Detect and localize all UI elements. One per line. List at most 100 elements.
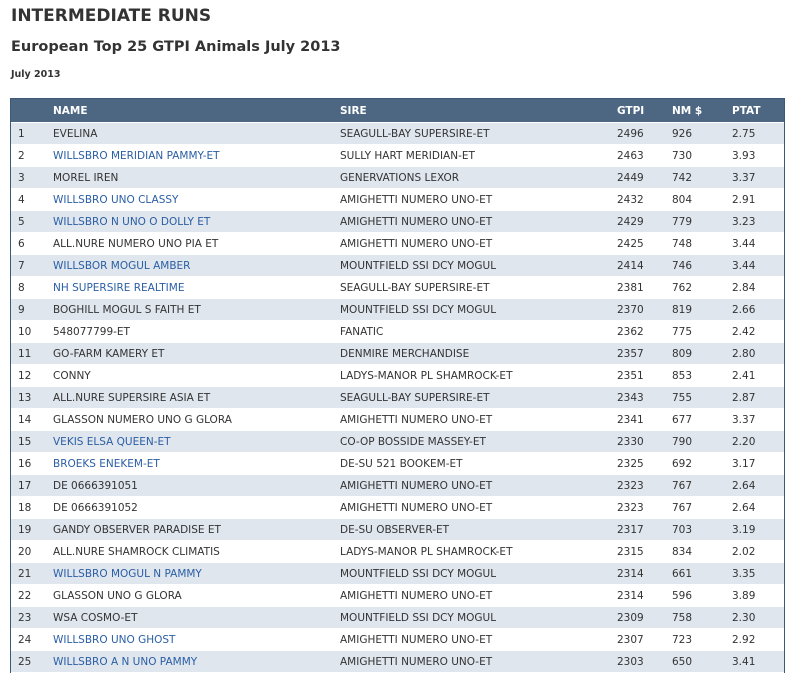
table-cell: 3.37 [732, 408, 784, 431]
table-cell: 762 [672, 276, 732, 299]
table-cell: 2307 [617, 628, 672, 651]
table-cell: GLASSON UNO G GLORA [53, 584, 340, 607]
animal-link[interactable]: VEKIS ELSA QUEEN-ET [53, 430, 340, 453]
table-cell: 16 [11, 452, 53, 475]
table-cell: 809 [672, 342, 732, 365]
table-cell: 3.41 [732, 650, 784, 673]
table-cell: 8 [11, 276, 53, 299]
table-row: 25 WILLSBRO A N UNO PAMMY AMIGHETTI NUMERO… [11, 650, 784, 673]
table-cell: DE-SU 521 BOOKEM-ET [340, 452, 617, 475]
table-cell: GENERVATIONS LEXOR [340, 166, 617, 189]
table-cell: 11 [11, 342, 53, 365]
animal-link[interactable]: WILLSBOR MOGUL AMBER [53, 254, 340, 277]
table-cell: 2381 [617, 276, 672, 299]
table-cell: 2.75 [732, 122, 784, 145]
animal-link[interactable]: WILLSBRO MERIDIAN PAMMY-ET [53, 144, 340, 167]
table-cell: 2357 [617, 342, 672, 365]
table-cell: 3.89 [732, 584, 784, 607]
table-cell: 2325 [617, 452, 672, 475]
table-cell: DENMIRE MERCHANDISE [340, 342, 617, 365]
column-header: PTAT [732, 99, 784, 123]
animal-link[interactable]: WILLSBRO UNO CLASSY [53, 188, 340, 211]
table-cell: 2.64 [732, 496, 784, 519]
table-cell: 755 [672, 386, 732, 409]
table-cell: 2314 [617, 584, 672, 607]
table-cell: 7 [11, 254, 53, 277]
page: INTERMEDIATE RUNS European Top 25 GTPI A… [10, 6, 785, 673]
table-cell: 2330 [617, 430, 672, 453]
table-cell: WSA COSMO-ET [53, 606, 340, 629]
table-row: 15 VEKIS ELSA QUEEN-ET CO-OP BOSSIDE MASSE… [11, 430, 784, 453]
column-header: NM $ [672, 99, 732, 123]
table-row: 10 548077799-ET FANATIC 2362 775 2.42 [11, 320, 784, 343]
table-cell: 723 [672, 628, 732, 651]
table-cell: 6 [11, 232, 53, 255]
animal-link[interactable]: NH SUPERSIRE REALTIME [53, 276, 340, 299]
table-cell: AMIGHETTI NUMERO UNO-ET [340, 188, 617, 211]
table-cell: 3.19 [732, 518, 784, 541]
table-cell: LADYS-MANOR PL SHAMROCK-ET [340, 540, 617, 563]
table-cell: AMIGHETTI NUMERO UNO-ET [340, 584, 617, 607]
table-cell: 2432 [617, 188, 672, 211]
table-cell: 819 [672, 298, 732, 321]
table-cell: 3.35 [732, 562, 784, 585]
ranking-table: NAME SIRE GTPI NM $ PTAT 1 EVELINA SEAGULL-BAY… [11, 99, 784, 673]
table-cell: 21 [11, 562, 53, 585]
table-cell: 775 [672, 320, 732, 343]
animal-link[interactable]: BROEKS ENEKEM-ET [53, 452, 340, 475]
column-header: GTPI [617, 99, 672, 123]
table-cell: 767 [672, 474, 732, 497]
table-cell: 779 [672, 210, 732, 233]
table-cell: 24 [11, 628, 53, 651]
table-cell: 14 [11, 408, 53, 431]
table-cell: SEAGULL-BAY SUPERSIRE-ET [340, 386, 617, 409]
table-cell: 2496 [617, 122, 672, 145]
table-cell: 13 [11, 386, 53, 409]
table-cell: MOUNTFIELD SSI DCY MOGUL [340, 254, 617, 277]
table-cell: AMIGHETTI NUMERO UNO-ET [340, 650, 617, 673]
table-row: 19 GANDY OBSERVER PARADISE ET DE-SU OBSERV… [11, 518, 784, 541]
table-cell: 2.80 [732, 342, 784, 365]
table-cell: GLASSON NUMERO UNO G GLORA [53, 408, 340, 431]
table-cell: 2.64 [732, 474, 784, 497]
animal-link[interactable]: WILLSBRO N UNO O DOLLY ET [53, 210, 340, 233]
table-cell: 3.23 [732, 210, 784, 233]
table-cell: AMIGHETTI NUMERO UNO-ET [340, 408, 617, 431]
table-cell: 2341 [617, 408, 672, 431]
table-cell: 677 [672, 408, 732, 431]
table-cell: DE 0666391052 [53, 496, 340, 519]
table-cell: 748 [672, 232, 732, 255]
table-row: 6 ALL.NURE NUMERO UNO PIA ET AMIGHETTI NUM… [11, 232, 784, 255]
table-cell: CO-OP BOSSIDE MASSEY-ET [340, 430, 617, 453]
animal-link[interactable]: WILLSBRO MOGUL N PAMMY [53, 562, 340, 585]
table-cell: 3.93 [732, 144, 784, 167]
table-row: 12 CONNY LADYS-MANOR PL SHAMROCK-ET 2351 853… [11, 364, 784, 387]
table-cell: 17 [11, 474, 53, 497]
table-cell: 758 [672, 606, 732, 629]
animal-link[interactable]: WILLSBRO UNO GHOST [53, 628, 340, 651]
table-cell: 9 [11, 298, 53, 321]
table-cell: 25 [11, 650, 53, 673]
table-cell: AMIGHETTI NUMERO UNO-ET [340, 474, 617, 497]
table-cell: 650 [672, 650, 732, 673]
page-subtitle: European Top 25 GTPI Animals July 2013 [11, 39, 341, 55]
table-row: 18 DE 0666391052 AMIGHETTI NUMERO UNO-ET 23… [11, 496, 784, 519]
header-cell [11, 99, 53, 123]
table-cell: BOGHILL MOGUL S FAITH ET [53, 298, 340, 321]
table-cell: 804 [672, 188, 732, 211]
table-cell: 4 [11, 188, 53, 211]
table-cell: 548077799-ET [53, 320, 340, 343]
table-cell: MOUNTFIELD SSI DCY MOGUL [340, 606, 617, 629]
table-cell: 926 [672, 122, 732, 145]
table-cell: 1 [11, 122, 53, 145]
table-cell: 2463 [617, 144, 672, 167]
table-cell: 2303 [617, 650, 672, 673]
table-cell: SEAGULL-BAY SUPERSIRE-ET [340, 276, 617, 299]
table-cell: AMIGHETTI NUMERO UNO-ET [340, 232, 617, 255]
table-cell: 19 [11, 518, 53, 541]
table-cell: 853 [672, 364, 732, 387]
table-row: 11 GO-FARM KAMERY ET DENMIRE MERCHANDISE 23… [11, 342, 784, 365]
table-cell: 18 [11, 496, 53, 519]
table-cell: ALL.NURE SHAMROCK CLIMATIS [53, 540, 340, 563]
animal-link[interactable]: WILLSBRO A N UNO PAMMY [53, 650, 340, 673]
